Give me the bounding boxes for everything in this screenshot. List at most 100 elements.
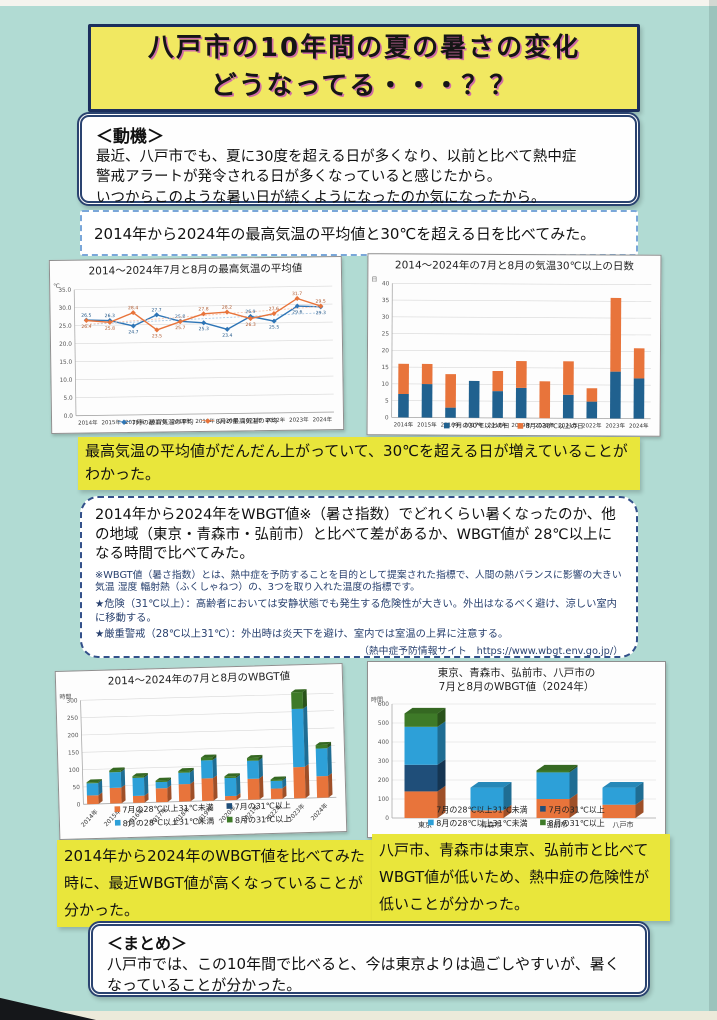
compare-note-text: 2014年から2024年の最高気温の平均値と30℃を超える日を比べてみた。 <box>94 224 596 243</box>
wbgt-city-chart-title: 東京、青森市、弘前市、八戸市の 7月と8月のWBGT値（2024年） <box>437 667 596 693</box>
svg-text:2022年: 2022年 <box>582 421 602 429</box>
legend-label: 8月の最高気温の平均 <box>215 417 278 426</box>
compare-note-box: 2014年から2024年の最高気温の平均値と30℃を超える日を比べてみた。 <box>80 210 638 256</box>
finding-wbgt-city-highlight: 八戸市、青森市は東京、弘前市と比べてWBGT値が低いため、熱中症の危険性が低いこ… <box>372 834 670 921</box>
svg-text:2016年: 2016年 <box>441 420 461 428</box>
svg-text:500: 500 <box>378 721 389 727</box>
legend-marker-icon: ─◆─ <box>117 418 130 427</box>
wbgt-trend-chart-panel: 2014〜2024年の7月と8月のWBGT値 0 50 100 150 200 250 30… <box>54 663 348 840</box>
svg-text:25.5: 25.5 <box>269 324 279 330</box>
svg-text:29.6: 29.6 <box>292 309 302 315</box>
hot-days-chart-legend: 7月の30℃以上の日 8月の30℃以上の日 <box>397 421 631 434</box>
svg-text:2024年: 2024年 <box>313 415 333 423</box>
legend-marker-icon: ─◆─ <box>201 417 214 426</box>
svg-text:青森市: 青森市 <box>481 820 502 829</box>
svg-text:時間: 時間 <box>59 692 71 700</box>
svg-text:2017年: 2017年 <box>464 420 484 428</box>
svg-text:0.0: 0.0 <box>64 413 74 419</box>
scan-edge-right <box>709 0 717 1020</box>
legend-marker-icon <box>428 806 434 812</box>
legend-marker-icon <box>428 819 434 826</box>
svg-text:200: 200 <box>378 778 389 784</box>
svg-text:27.8: 27.8 <box>198 306 208 312</box>
wbgt-city-chart-legend: 7月の28℃以上31℃未満 7月の31℃以上 8月の28℃以上31℃未満 8月の31℃… <box>398 803 636 833</box>
summary-heading: ＜まとめ＞ <box>107 934 188 953</box>
svg-text:2014年: 2014年 <box>78 418 98 426</box>
svg-text:25.0: 25.0 <box>59 323 72 329</box>
svg-text:400: 400 <box>378 740 389 746</box>
svg-text:0: 0 <box>385 816 389 822</box>
legend-label: 8月の28℃以上31℃未満 <box>436 819 528 829</box>
svg-text:26.3: 26.3 <box>105 313 115 319</box>
svg-text:2014年: 2014年 <box>394 420 414 428</box>
svg-text:2018年: 2018年 <box>488 421 508 429</box>
legend-marker-icon <box>226 816 233 823</box>
wbgt-description-box: 2014年から2024年をWBGT値※（暑さ指数）でどれくらい暑くなったのか、他… <box>80 496 638 658</box>
legend-item: 7月の30℃以上の日 <box>443 421 510 430</box>
svg-text:31.7: 31.7 <box>292 291 302 297</box>
svg-text:2016年: 2016年 <box>125 417 145 425</box>
svg-text:27.6: 27.6 <box>269 306 279 312</box>
svg-text:25.7: 25.7 <box>175 325 185 331</box>
motivation-box: ＜動機＞ 最近、八戸市でも、夏に30度を超える日が多くなり、以前と比べて熱中症 … <box>77 112 640 206</box>
svg-text:100: 100 <box>378 797 389 803</box>
svg-text:2015年: 2015年 <box>101 418 121 426</box>
legend-label: 8月の28℃以上31℃未満 <box>122 817 215 829</box>
hot-days-chart-title: 2014〜2024年の7月と8月の気温30℃以上の日数 <box>394 259 634 273</box>
svg-text:23.5: 23.5 <box>152 333 162 339</box>
svg-text:弘前市: 弘前市 <box>547 820 568 829</box>
legend-item: 8月の28℃以上31℃未満 <box>428 816 528 829</box>
legend-marker-icon <box>443 422 450 429</box>
legend-item: ─◆─ 8月の最高気温の平均 <box>202 416 278 426</box>
legend-item: 7月の31℃以上 <box>540 803 605 815</box>
svg-text:2020年: 2020年 <box>535 421 555 429</box>
legend-item: 7月の28℃以上31℃未満 <box>428 803 528 815</box>
svg-text:2021年: 2021年 <box>242 416 262 424</box>
svg-text:27.7: 27.7 <box>151 307 161 313</box>
legend-label: 8月の31℃以上 <box>234 815 292 826</box>
legend-item: 7月の28℃以上31℃未満 <box>114 800 214 815</box>
summary-text: 八戸市では、この10年間で比べると、今は東京よりは過ごしやすいが、暑くなっている… <box>107 955 620 994</box>
legend-marker-icon <box>226 803 233 809</box>
svg-text:28.2: 28.2 <box>222 304 232 310</box>
svg-text:20.0: 20.0 <box>59 341 72 347</box>
svg-text:150: 150 <box>68 750 80 756</box>
poster-title-line1: 八戸市の10年間の夏の暑さの変化 <box>147 33 581 64</box>
svg-text:2018年: 2018年 <box>172 417 192 425</box>
svg-text:300: 300 <box>378 759 389 765</box>
svg-text:29.3: 29.3 <box>316 310 326 316</box>
avg-temp-line-chart: 0.0 5.0 10.0 15.0 20.0 25.0 30.0 35.0 ℃ 2014年 2015… <box>50 276 343 426</box>
svg-text:23.4: 23.4 <box>222 332 232 338</box>
hot-days-bar-chart: 0 5 10 15 20 25 30 35 40 日 2014年 2015年 2016年 2017年 201… <box>368 273 661 429</box>
legend-label: 7月の28℃以上31℃未満 <box>122 803 214 816</box>
avg-temp-chart-legend: ─◆─ 7月の最高気温の平均 ─◆─ 8月の最高気温の平均 <box>81 416 314 431</box>
svg-text:26.5: 26.5 <box>81 312 91 318</box>
svg-text:2024年: 2024年 <box>629 421 649 429</box>
poster-title-box: 八戸市の10年間の夏の暑さの変化 どうなってる・・・？？ <box>88 24 640 112</box>
legend-marker-icon <box>114 806 121 813</box>
svg-text:2017年: 2017年 <box>148 417 168 425</box>
svg-text:20: 20 <box>382 348 390 354</box>
wbgt-caution-text: ★厳重警戒（28℃以上31℃）：外出時は炎天下を避け、室内では室温の上昇に注意す… <box>95 627 509 640</box>
svg-text:25.3: 25.3 <box>199 326 209 332</box>
svg-text:10: 10 <box>381 381 389 387</box>
wbgt-city-bar-chart: 0 100 200 300 400 500 600 時間 東京 青森市 弘前市 八戸市 <box>368 694 665 829</box>
motivation-heading: ＜動機＞ <box>96 127 164 147</box>
svg-text:日: 日 <box>371 276 377 283</box>
finding-wbgt-trend-highlight: 2014年から2024年のWBGT値を比べてみた時に、最近WBGT値が高くなって… <box>57 840 374 927</box>
legend-label: 8月の31℃以上 <box>548 819 605 829</box>
legend-label: 7月の28℃以上31℃未満 <box>436 806 528 815</box>
svg-text:5.0: 5.0 <box>63 395 73 401</box>
scan-edge-bottom <box>0 1011 717 1020</box>
wbgt-footnote-text: ※WBGT値（暑さ指数）とは、熱中症を予防することを目的として提案された指標で、… <box>95 569 622 594</box>
svg-text:25: 25 <box>382 331 390 337</box>
legend-label: 7月の最高気温の平均 <box>131 418 194 427</box>
svg-text:30: 30 <box>382 314 390 320</box>
svg-text:28.4: 28.4 <box>128 305 138 311</box>
legend-item: 8月の31℃以上 <box>540 816 605 829</box>
wbgt-trend-bar-chart: 0 50 100 150 200 250 300 時間 2014年 2015年 2016年 2017年… <box>56 683 345 828</box>
svg-text:0: 0 <box>77 802 81 808</box>
svg-text:2022年: 2022年 <box>266 415 286 423</box>
svg-text:25.8: 25.8 <box>105 325 115 331</box>
svg-text:29.5: 29.5 <box>316 298 326 304</box>
